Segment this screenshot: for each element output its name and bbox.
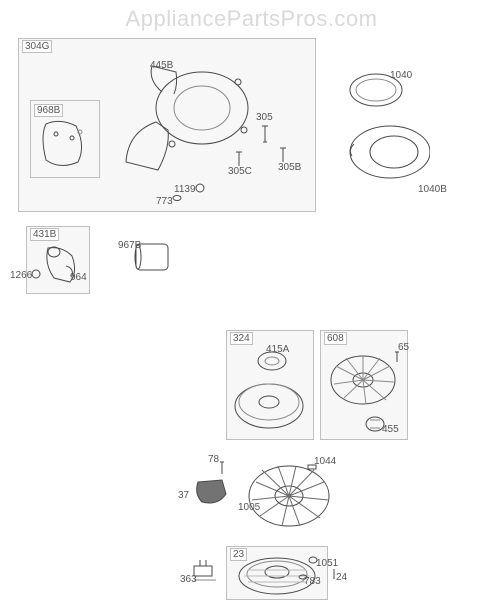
callout-964: 964 (70, 272, 87, 283)
callout-608: 608 (324, 332, 347, 345)
callout-968b: 968B (34, 104, 63, 117)
callout-65: 65 (398, 342, 409, 353)
callout-1266: 1266 (10, 270, 32, 281)
callout-305: 305 (256, 112, 273, 123)
callout-783: 783 (304, 576, 321, 587)
callout-1040: 1040 (390, 70, 412, 81)
callout-304g: 304G (22, 40, 52, 53)
callout-1139: 1139 (174, 184, 196, 195)
part-flywheel-324 (232, 376, 306, 432)
callout-23: 23 (230, 548, 247, 561)
callout-78: 78 (208, 454, 219, 465)
callout-773: 773 (156, 196, 173, 207)
callout-1005: 1005 (238, 502, 260, 513)
callout-445b: 445B (150, 60, 173, 71)
part-screw-305 (258, 124, 272, 146)
part-screen-1040b (340, 120, 430, 184)
callout-363: 363 (180, 574, 197, 585)
callout-431b: 431B (30, 228, 59, 241)
callout-37: 37 (178, 490, 189, 501)
callout-967b: 967B (118, 240, 141, 251)
part-flywheel-fan-1005 (244, 460, 334, 532)
callout-305c: 305C (228, 166, 252, 177)
callout-455: 455 (382, 424, 399, 435)
callout-415a: 415A (266, 344, 289, 355)
part-washer-773 (172, 194, 182, 202)
part-rewind-608 (326, 348, 400, 414)
callout-1051: 1051 (316, 558, 338, 569)
watermark-text: AppliancePartsPros.com (0, 6, 503, 32)
callout-24: 24 (336, 572, 347, 583)
callout-1044: 1044 (314, 456, 336, 467)
callout-1040b: 1040B (418, 184, 447, 195)
callout-305b: 305B (278, 162, 301, 173)
part-cover-968b (36, 116, 92, 172)
part-guard-37 (192, 474, 230, 508)
callout-324: 324 (230, 332, 253, 345)
